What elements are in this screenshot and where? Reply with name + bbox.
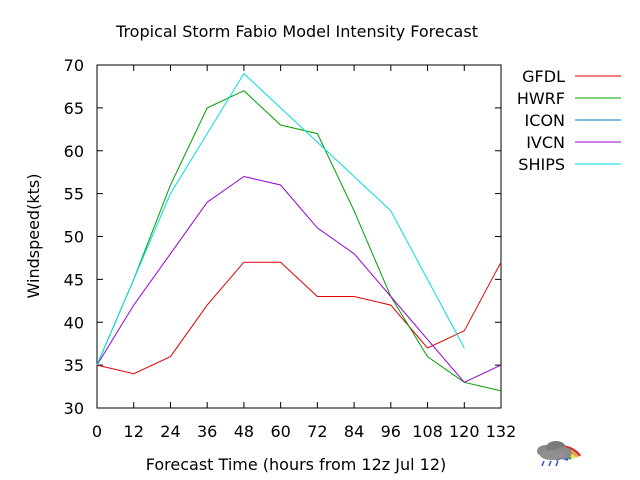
x-tick-label: 84 [344,422,364,441]
series-line-gfdl [96,261,502,375]
x-tick-label: 48 [234,422,254,441]
legend-label-ivcn: IVCN [526,133,565,152]
series-line-hwrf [96,90,502,392]
series-line-ivcn [96,175,502,383]
y-tick-label: 40 [64,313,84,332]
y-tick-label: 65 [64,99,84,118]
chart-title: Tropical Storm Fabio Model Intensity For… [115,22,478,41]
x-tick-label: 12 [124,422,144,441]
x-tick-label: 24 [160,422,180,441]
y-tick-label: 35 [64,356,84,375]
y-tick-label: 55 [64,185,84,204]
y-tick-label: 50 [64,228,84,247]
storm-cloud-rainbow-logo [537,441,582,467]
x-tick-label: 120 [449,422,480,441]
series-line-ships [96,72,465,366]
x-axis: 0 12 24 36 48 60 72 84 96 108 120 132 [92,65,516,441]
x-tick-label: 132 [486,422,517,441]
y-tick-label: 70 [64,56,84,75]
y-tick-label: 45 [64,270,84,289]
legend-label-gfdl: GFDL [522,67,565,86]
y-axis: 30 35 40 45 50 55 60 65 70 [64,56,501,418]
legend-label-ships: SHIPS [518,155,565,174]
y-tick-label: 30 [64,399,84,418]
x-tick-label: 96 [381,422,401,441]
legend-label-icon: ICON [525,111,565,130]
y-axis-label: Windspeed(kts) [24,174,43,299]
x-tick-label: 72 [307,422,327,441]
x-tick-label: 60 [270,422,290,441]
x-axis-label: Forecast Time (hours from 12z Jul 12) [146,455,447,474]
plot-frame [96,64,502,409]
legend-label-hwrf: HWRF [517,89,565,108]
x-tick-label: 36 [197,422,217,441]
x-tick-label: 108 [412,422,443,441]
x-tick-label: 0 [92,422,102,441]
legend: GFDL HWRF ICON IVCN SHIPS [517,67,621,174]
y-tick-label: 60 [64,142,84,161]
series-lines [96,72,502,392]
